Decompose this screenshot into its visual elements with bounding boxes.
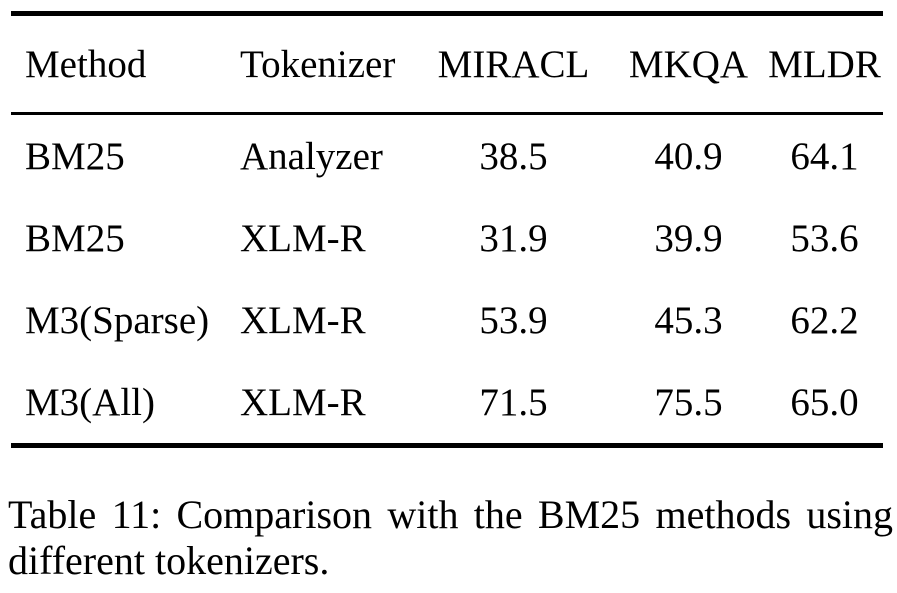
column-header-miracl: MIRACL — [416, 13, 611, 115]
column-header-method: Method — [11, 13, 226, 115]
tokenizer-cell: Analyzer — [240, 134, 383, 178]
mldr-cell: 62.2 — [790, 298, 859, 342]
mkqa-cell: 39.9 — [654, 216, 723, 260]
table-row: M3(All) XLM-R 71.5 75.5 65.0 — [11, 361, 883, 446]
mldr-cell: 65.0 — [790, 380, 859, 424]
tokenizer-cell: XLM-R — [240, 380, 366, 424]
mkqa-cell: 75.5 — [654, 380, 723, 424]
method-cell: M3(All) — [25, 380, 155, 424]
table-caption: Table 11: Comparison with the BM25 metho… — [8, 492, 893, 583]
method-cell: BM25 — [25, 216, 125, 260]
table-row: M3(Sparse) XLM-R 53.9 45.3 62.2 — [11, 279, 883, 361]
column-header-mkqa: MKQA — [611, 13, 766, 115]
tokenizer-cell: XLM-R — [240, 298, 366, 342]
header-row: Method Tokenizer MIRACL MKQA MLDR — [11, 13, 883, 115]
method-cell: BM25 — [25, 134, 125, 178]
mkqa-cell: 40.9 — [654, 134, 723, 178]
results-table: Method Tokenizer MIRACL MKQA MLDR BM25 A… — [11, 11, 883, 448]
miracl-cell: 71.5 — [479, 380, 548, 424]
mkqa-cell: 45.3 — [654, 298, 723, 342]
method-cell: M3(Sparse) — [25, 298, 210, 342]
column-header-tokenizer: Tokenizer — [226, 13, 416, 115]
table-row: BM25 XLM-R 31.9 39.9 53.6 — [11, 197, 883, 279]
miracl-cell: 38.5 — [479, 134, 548, 178]
miracl-cell: 31.9 — [479, 216, 548, 260]
column-header-mldr: MLDR — [766, 13, 883, 115]
table-row: BM25 Analyzer 38.5 40.9 64.1 — [11, 114, 883, 198]
miracl-cell: 53.9 — [479, 298, 548, 342]
tokenizer-cell: XLM-R — [240, 216, 366, 260]
mldr-cell: 53.6 — [790, 216, 859, 260]
paper-table-figure: Method Tokenizer MIRACL MKQA MLDR BM25 A… — [0, 11, 897, 584]
mldr-cell: 64.1 — [790, 134, 859, 178]
